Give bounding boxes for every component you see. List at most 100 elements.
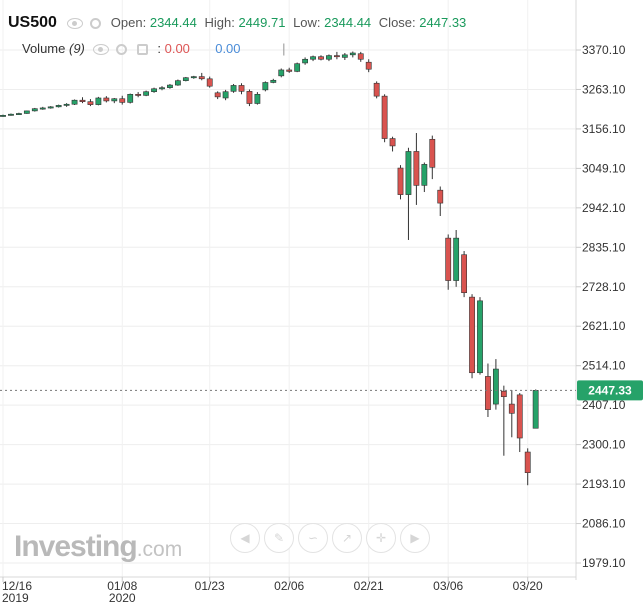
investing-logo: Investing.com <box>14 530 182 564</box>
price-tick-label: 1979.10 <box>582 556 626 570</box>
price-tick-label: 2514.10 <box>582 359 626 373</box>
time-tick-label: 02/06 <box>274 579 304 593</box>
play-back-icon[interactable]: ◀ <box>230 523 260 553</box>
price-tick-label: 2728.10 <box>582 280 626 294</box>
candle <box>278 68 285 78</box>
candle <box>71 99 78 105</box>
candle <box>182 76 189 82</box>
low-value: 2344.44 <box>324 15 372 30</box>
draw-icon[interactable]: ✎ <box>264 523 294 553</box>
candle-body <box>63 103 70 106</box>
open-label: Open: <box>110 15 147 30</box>
last-price-tag: 2447.33 <box>577 380 643 401</box>
crosshair-icon[interactable]: ✛ <box>366 523 396 553</box>
candle-body <box>373 82 380 97</box>
visibility-eye-icon[interactable] <box>66 18 83 30</box>
volume-value-1: 0.00 <box>164 41 190 56</box>
time-tick-label: 02/21 <box>354 579 384 593</box>
candle-body <box>214 92 221 98</box>
candle-body <box>341 54 348 58</box>
candle <box>500 385 507 456</box>
candle-body <box>119 98 126 103</box>
candle <box>477 297 483 375</box>
price-tick-label: 3156.10 <box>582 122 626 136</box>
candle-body <box>437 189 444 204</box>
candle <box>429 135 436 180</box>
candle-body <box>381 95 388 139</box>
candle-body <box>310 56 316 60</box>
candle <box>0 114 6 117</box>
candle <box>238 83 245 95</box>
play-forward-icon[interactable]: ▶ <box>400 523 430 553</box>
candle-body <box>365 61 372 70</box>
candle-body <box>302 58 308 64</box>
candle <box>389 136 396 152</box>
price-tick-label: 2086.10 <box>582 517 626 531</box>
text-icon[interactable]: ∽ <box>298 523 328 553</box>
candle-body <box>278 69 285 77</box>
settings-gear-icon[interactable] <box>90 18 102 30</box>
volume-settings-gear-icon[interactable] <box>116 44 128 56</box>
candle <box>135 92 142 98</box>
candle <box>405 147 412 240</box>
candle-body <box>222 91 229 99</box>
candle <box>15 112 22 115</box>
candle-body <box>421 164 428 186</box>
candle-body <box>508 403 515 414</box>
candle-body <box>182 77 189 81</box>
candle <box>119 95 126 105</box>
volume-period: (9) <box>69 41 85 56</box>
candle <box>254 92 261 105</box>
candle-body <box>31 108 38 112</box>
candle <box>492 359 499 410</box>
symbol-name: US500 <box>8 14 57 31</box>
time-tick-label: 01/08 <box>107 579 137 593</box>
candle-body <box>23 110 30 114</box>
candle <box>421 162 428 193</box>
candles <box>0 51 539 486</box>
candle-body <box>190 76 197 79</box>
volume-close-icon[interactable] <box>136 44 148 56</box>
candle-body <box>397 167 404 195</box>
candle-body <box>500 390 507 398</box>
candle <box>485 363 491 417</box>
volume-label: Volume <box>22 41 66 56</box>
time-tick-year: 2019 <box>2 591 29 605</box>
candle <box>373 81 380 99</box>
candle <box>397 165 404 200</box>
low-label: Low: <box>293 15 321 30</box>
high-value: 2449.71 <box>238 15 286 30</box>
candle <box>159 86 165 91</box>
candle <box>270 78 277 84</box>
candle-body <box>532 390 539 429</box>
candle <box>23 110 30 114</box>
candle-body <box>357 53 364 60</box>
volume-visibility-eye-icon[interactable] <box>92 44 109 56</box>
candle <box>222 89 229 101</box>
trendline-icon[interactable]: ↗ <box>332 523 362 553</box>
candle <box>246 89 253 107</box>
price-tick-label: 2407.10 <box>582 398 626 412</box>
candle <box>95 96 102 106</box>
candle-body <box>326 55 332 60</box>
candle-body <box>262 82 269 91</box>
candle <box>365 59 372 73</box>
ohlc-legend: US500 Open: 2344.44 High: 2449.71 Low: 2… <box>8 14 470 32</box>
high-label: High: <box>204 15 235 30</box>
candle-body <box>477 300 483 374</box>
price-tick-label: 2942.10 <box>582 201 626 215</box>
candle-body <box>485 376 491 410</box>
candle-body <box>294 63 301 72</box>
candle-body <box>254 93 261 104</box>
price-tick-label: 2300.10 <box>582 438 626 452</box>
candle <box>516 393 523 453</box>
price-axis[interactable]: 3370.10 3263.10 3156.10 3049.10 2942.10 2835.… <box>576 43 626 570</box>
candle <box>357 51 364 62</box>
candle-body <box>469 296 475 374</box>
candle <box>198 72 205 81</box>
candle-body <box>429 138 436 168</box>
candle-body <box>445 237 452 281</box>
volume-value-2: 0.00 <box>215 41 241 56</box>
